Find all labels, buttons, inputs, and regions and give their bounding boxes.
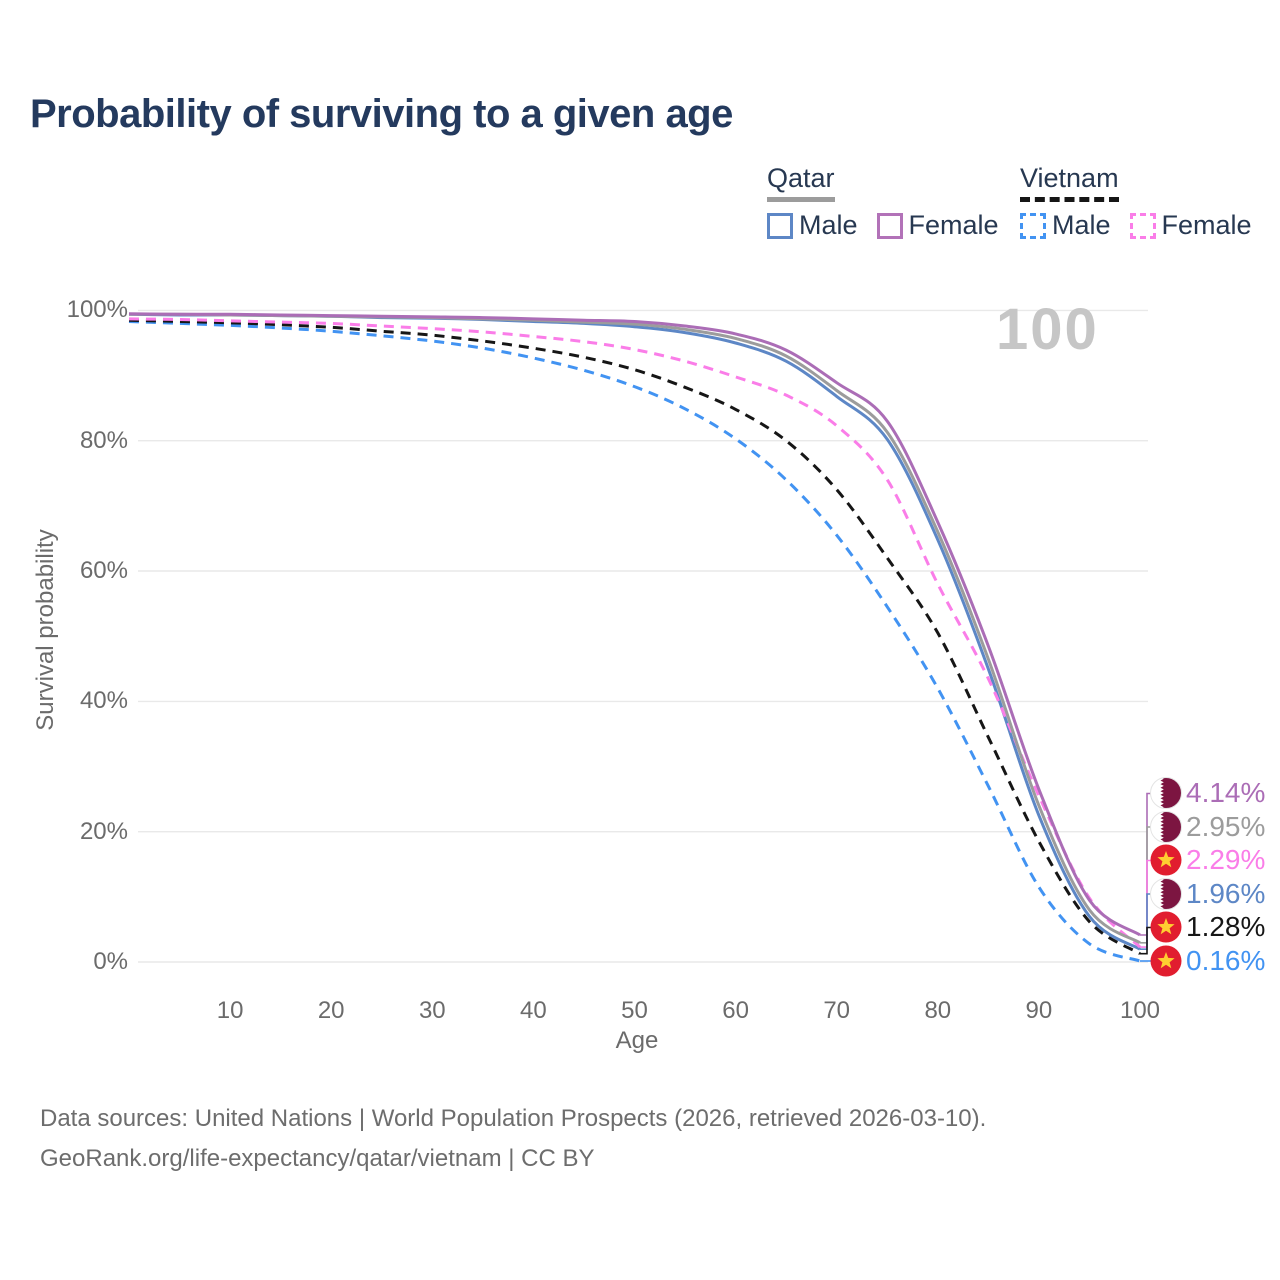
end-label-vietnam-male: 0.16%: [1150, 945, 1265, 977]
end-value-qatar-male: 1.96%: [1186, 877, 1266, 909]
legend-item-qatar-male[interactable]: Male: [767, 210, 858, 241]
end-label-qatar-male: 1.96%: [1150, 877, 1266, 910]
legend-swatch-qatar-male-icon[interactable]: [767, 212, 793, 239]
legend-swatch-vietnam-female-icon[interactable]: [1129, 212, 1156, 239]
end-label-vietnam-both: 1.28%: [1150, 911, 1265, 943]
legend-item-vietnam-male[interactable]: Male: [1020, 210, 1111, 241]
end-label-connector: [1140, 893, 1153, 950]
end-label-qatar-female: 4.14%: [1150, 777, 1266, 810]
legend-items-vietnam: Male Female: [1020, 210, 1252, 241]
curve-qatar-both-sexes: [128, 312, 1141, 945]
x-axis-tick-label: 90: [1025, 997, 1053, 1024]
age-100-watermark: 100: [996, 297, 1099, 362]
chart-title: Probability of surviving to a given age: [30, 92, 733, 136]
qatar-flag-icon: [1150, 777, 1182, 810]
legend-label-qatar-female: Female: [908, 210, 999, 240]
x-axis-tick-label: 60: [722, 997, 749, 1024]
end-value-vietnam-male: 0.16%: [1186, 944, 1266, 976]
y-axis-tick-label: 60%: [79, 557, 128, 585]
x-axis-tick-label: 10: [216, 997, 244, 1024]
end-value-vietnam-female: 2.29%: [1186, 844, 1266, 876]
x-axis-title: Age: [615, 1027, 659, 1054]
legend-country-qatar[interactable]: Qatar: [767, 163, 835, 202]
legend-label-vietnam-female: Female: [1161, 210, 1252, 240]
x-axis-tick-label: 50: [621, 997, 648, 1024]
y-axis-tick-label: 20%: [79, 817, 128, 845]
vietnam-flag-icon: [1150, 945, 1182, 977]
y-axis-tick-label: 0%: [93, 948, 128, 975]
legend-label-vietnam-male: Male: [1052, 210, 1111, 240]
x-axis-tick-label: 20: [317, 997, 345, 1024]
legend-swatch-qatar-female-icon[interactable]: [876, 212, 903, 239]
legend-country-vietnam[interactable]: Vietnam: [1020, 163, 1119, 202]
x-axis-tick-label: 100: [1119, 997, 1161, 1024]
end-value-qatar-both: 2.95%: [1186, 810, 1266, 842]
legend-swatch-vietnam-male-icon[interactable]: [1020, 212, 1046, 239]
attribution-note: GeoRank.org/life-expectancy/qatar/vietna…: [40, 1145, 595, 1172]
legend-group-vietnam: Vietnam Male Female: [1020, 163, 1252, 241]
end-value-qatar-female: 4.14%: [1186, 777, 1266, 809]
qatar-flag-icon: [1150, 810, 1182, 843]
end-label-qatar-both: 2.95%: [1150, 810, 1266, 843]
legend-group-qatar: Qatar Male Female: [767, 163, 999, 241]
x-axis-tick-label: 70: [823, 997, 851, 1024]
end-label-connector: [1140, 926, 1153, 955]
legend-label-qatar-male: Male: [799, 210, 858, 240]
vietnam-flag-icon: [1150, 911, 1182, 943]
data-sources-note: Data sources: United Nations | World Pop…: [40, 1105, 987, 1132]
y-axis-tick-label: 40%: [79, 687, 128, 715]
curve-vietnam-male: [128, 320, 1141, 963]
legend-item-vietnam-female[interactable]: Female: [1129, 210, 1252, 241]
end-value-vietnam-both: 1.28%: [1186, 911, 1266, 943]
curve-qatar-female: [128, 312, 1141, 937]
curve-qatar-male: [128, 312, 1141, 951]
legend-items-qatar: Male Female: [767, 210, 999, 241]
x-axis-tick-label: 30: [418, 997, 446, 1024]
y-axis-tick-label: 100%: [66, 296, 128, 324]
y-axis-title: Survival probability: [32, 529, 59, 731]
qatar-flag-icon: [1150, 877, 1182, 910]
end-label-vietnam-female: 2.29%: [1150, 844, 1265, 876]
legend-item-qatar-female[interactable]: Female: [876, 210, 999, 241]
y-axis-tick-label: 80%: [79, 426, 128, 454]
x-axis-tick-label: 80: [924, 997, 952, 1024]
curve-vietnam-female: [128, 317, 1142, 949]
x-axis-tick-label: 40: [520, 997, 547, 1024]
curve-vietnam-both-sexes: [128, 318, 1141, 955]
vietnam-flag-icon: [1150, 844, 1182, 876]
